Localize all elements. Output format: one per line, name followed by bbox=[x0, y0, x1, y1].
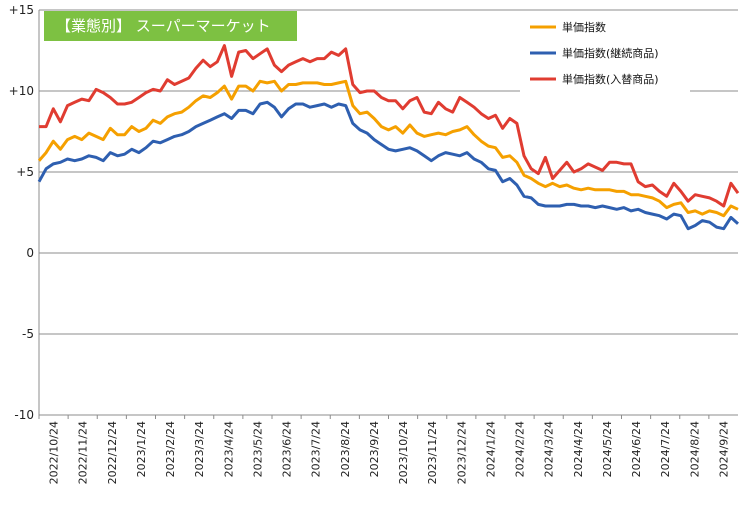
x-tick-label: 2023/9/24 bbox=[368, 421, 381, 477]
x-tick-label: 2023/3/24 bbox=[193, 421, 206, 477]
x-tick-label: 2023/4/24 bbox=[222, 421, 235, 477]
legend-label-price-index: 単価指数 bbox=[562, 20, 606, 34]
x-tick-label: 2023/11/24 bbox=[426, 421, 439, 484]
series-line-0 bbox=[37, 79, 739, 218]
x-tick-label: 2023/10/24 bbox=[397, 421, 410, 484]
x-tick-label: 2023/2/24 bbox=[164, 421, 177, 477]
x-tick-label: 2023/8/24 bbox=[339, 421, 352, 477]
x-tick-label: 2022/12/24 bbox=[106, 421, 119, 484]
x-tick-label: 2024/7/24 bbox=[659, 421, 672, 477]
y-tick-label: +10 bbox=[9, 84, 34, 98]
series-line-2 bbox=[39, 44, 740, 208]
chart-title: 【業態別】 スーパーマーケット bbox=[44, 11, 297, 41]
x-tick-label: 2024/8/24 bbox=[688, 421, 701, 477]
x-tick-label: 2023/7/24 bbox=[310, 421, 323, 477]
series-line-1 bbox=[37, 100, 740, 231]
legend: 単価指数 単価指数(継続商品) 単価指数(入替商品) bbox=[520, 14, 690, 94]
y-tick-label: +5 bbox=[16, 165, 34, 179]
legend-label-replacement-products: 単価指数(入替商品) bbox=[562, 72, 659, 86]
y-tick-label: 0 bbox=[26, 246, 34, 260]
legend-label-continuing-products: 単価指数(継続商品) bbox=[562, 46, 659, 60]
series-lines bbox=[37, 44, 740, 231]
y-tick-label: +15 bbox=[9, 3, 34, 17]
y-tick-label: -5 bbox=[22, 327, 34, 341]
x-tick-label: 2023/1/24 bbox=[135, 421, 148, 477]
chart-title-text: 【業態別】 スーパーマーケット bbox=[56, 17, 271, 35]
x-tick-label: 2024/5/24 bbox=[601, 421, 614, 477]
chart-title-background bbox=[44, 11, 297, 41]
x-tick-label: 2024/1/24 bbox=[484, 421, 497, 477]
y-axis: -10 -5 0 +5 +10 +15 bbox=[9, 3, 34, 422]
y-tick-label: -10 bbox=[14, 408, 34, 422]
x-tick-label: 2024/9/24 bbox=[717, 421, 730, 477]
x-tick-label: 2022/11/24 bbox=[77, 421, 90, 484]
x-tick-label: 2024/3/24 bbox=[543, 421, 556, 477]
x-tick-label: 2022/10/24 bbox=[48, 421, 61, 484]
x-tick-label: 2023/12/24 bbox=[455, 421, 468, 484]
x-tick-label: 2024/4/24 bbox=[572, 421, 585, 477]
x-tick-label: 2023/5/24 bbox=[251, 421, 264, 477]
x-tick-label: 2024/2/24 bbox=[514, 421, 527, 477]
x-tick-label: 2024/6/24 bbox=[630, 421, 643, 477]
x-tick-label: 2023/6/24 bbox=[281, 421, 294, 477]
x-axis: 2022/10/24 2022/11/24 2022/12/24 2023/1/24 2… bbox=[38, 415, 730, 484]
